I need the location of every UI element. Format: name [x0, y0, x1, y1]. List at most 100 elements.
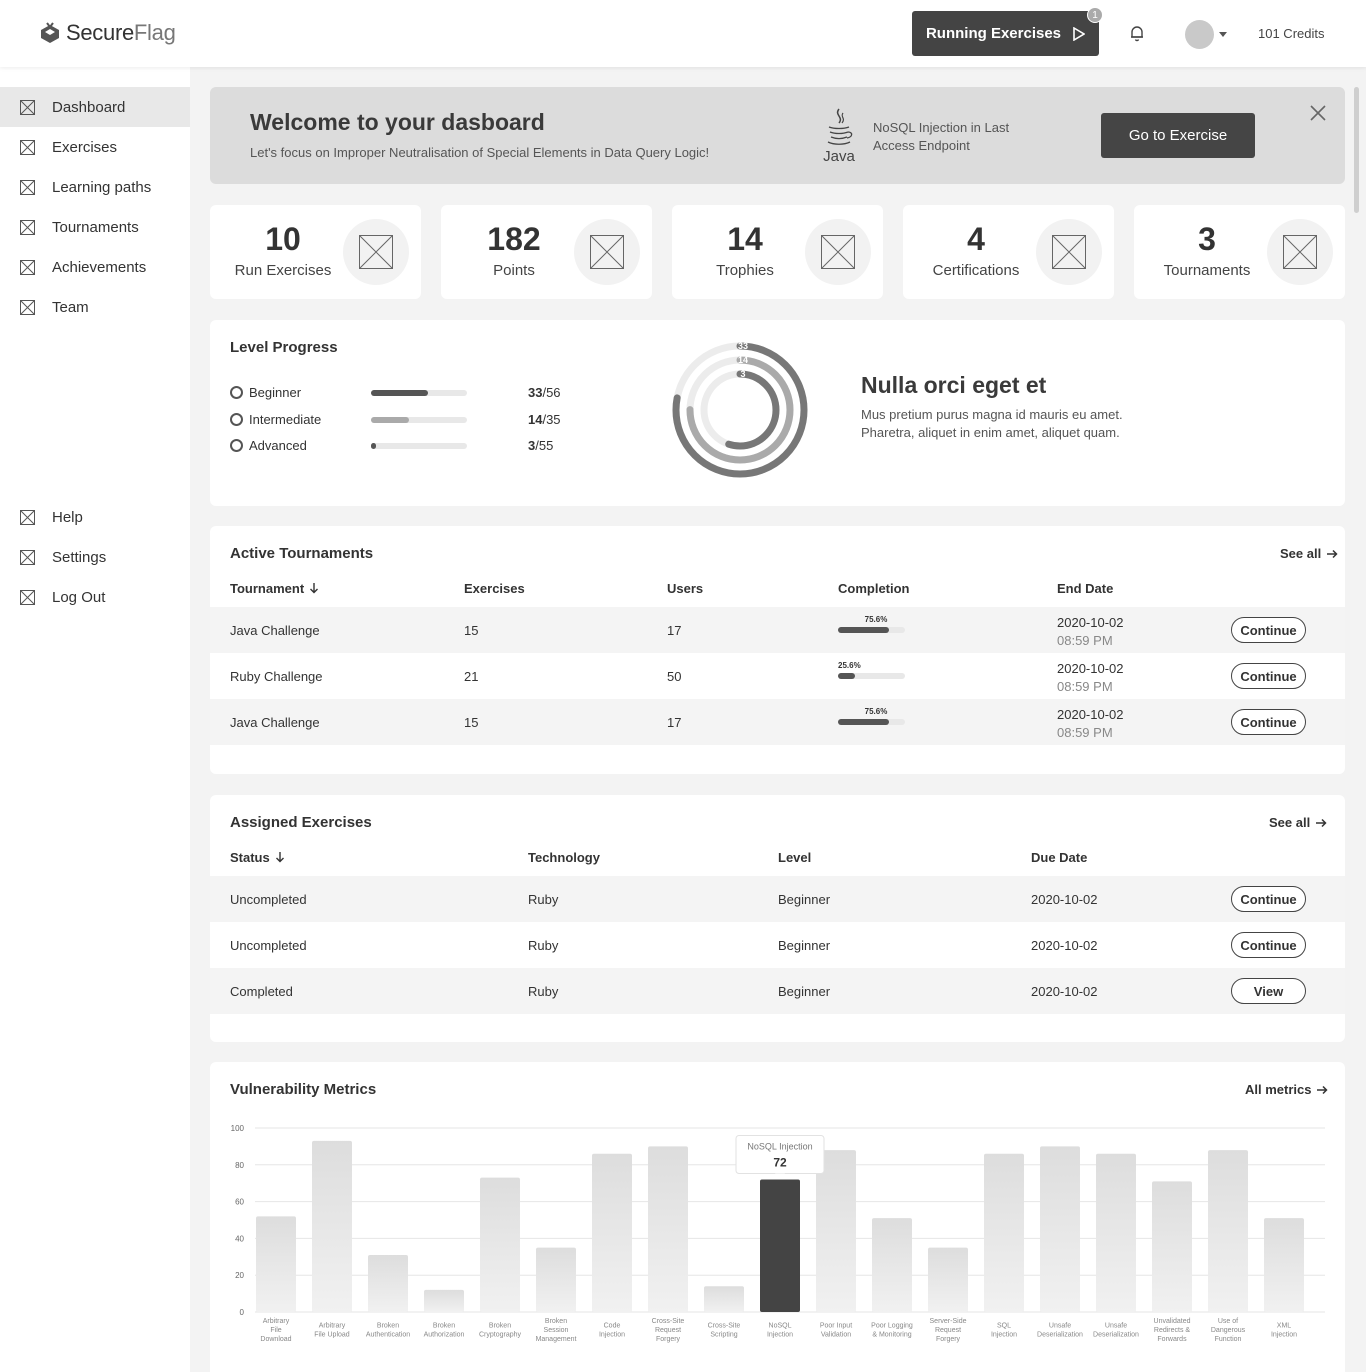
- chart-bar[interactable]: [312, 1140, 352, 1312]
- column-header-exercises: Exercises: [464, 581, 525, 596]
- column-header-tournament[interactable]: Tournament: [230, 581, 319, 596]
- column-header-status[interactable]: Status: [230, 850, 285, 865]
- sidebar-item-label: Achievements: [52, 258, 147, 276]
- chart-bar[interactable]: [984, 1153, 1024, 1312]
- running-exercises-button[interactable]: Running Exercises 1: [912, 7, 1103, 56]
- chart-bar[interactable]: [648, 1146, 688, 1312]
- running-count-badge: 1: [1087, 7, 1103, 23]
- radio-button[interactable]: [230, 439, 243, 452]
- stat-card-points: 182 Points: [441, 205, 652, 299]
- stat-image: [1267, 219, 1333, 285]
- arrow-right-icon: [1317, 1085, 1329, 1094]
- completion-label: 25.6%: [838, 661, 861, 670]
- close-icon[interactable]: [1310, 105, 1326, 121]
- chart-bar[interactable]: [1152, 1181, 1192, 1312]
- sidebar-item-learning-paths[interactable]: Learning paths: [0, 167, 190, 207]
- column-header-end-date: End Date: [1057, 581, 1114, 596]
- continue-button[interactable]: Continue: [1231, 886, 1306, 912]
- x-tick-label: Broken Authorization: [424, 1323, 465, 1339]
- sidebar-item-log-out[interactable]: Log Out: [0, 577, 190, 617]
- radio-button[interactable]: [230, 386, 243, 399]
- java-logo: Java: [823, 108, 855, 165]
- sidebar-item-dashboard[interactable]: Dashboard: [0, 87, 190, 127]
- scrollbar-thumb[interactable]: [1354, 87, 1359, 213]
- chevron-down-icon[interactable]: [1219, 32, 1227, 37]
- sidebar-item-settings[interactable]: Settings: [0, 537, 190, 577]
- due-date: 2020-10-02: [1031, 938, 1098, 953]
- sidebar-item-label: Learning paths: [52, 178, 152, 196]
- sidebar-item-achievements[interactable]: Achievements: [0, 247, 190, 287]
- avatar[interactable]: [1185, 20, 1214, 49]
- chart-bar[interactable]: [368, 1254, 408, 1312]
- stat-image: [574, 219, 640, 285]
- stat-label: Certifications: [932, 262, 1020, 279]
- completion-fill: [838, 719, 889, 725]
- level-name: Beginner: [249, 385, 302, 400]
- see-all-tournaments-link[interactable]: See all: [1280, 546, 1338, 561]
- stat-label: Trophies: [716, 262, 774, 279]
- placeholder-icon: [20, 509, 35, 525]
- due-date: 2020-10-02: [1031, 892, 1098, 907]
- arrow-right-icon: [1327, 549, 1338, 558]
- chart-bar[interactable]: [256, 1216, 296, 1312]
- level-row-advanced[interactable]: Advanced 3/55: [230, 437, 590, 455]
- image-placeholder-icon: [821, 235, 855, 269]
- table-row: Java Challenge 15 17 75.6% 2020-10-02 08:…: [210, 699, 1345, 745]
- chart-bar[interactable]: [760, 1179, 800, 1312]
- chart-bar[interactable]: [1208, 1150, 1248, 1312]
- sidebar-item-label: Log Out: [52, 588, 106, 606]
- chart-bar[interactable]: [872, 1218, 912, 1312]
- view-button[interactable]: View: [1231, 978, 1306, 1004]
- sidebar-item-tournaments[interactable]: Tournaments: [0, 207, 190, 247]
- x-tick-label: SQL Injection: [991, 1323, 1017, 1339]
- continue-button[interactable]: Continue: [1231, 709, 1306, 735]
- chart-bar[interactable]: [928, 1247, 968, 1312]
- tooltip-value: 72: [773, 1156, 787, 1170]
- sidebar-item-team[interactable]: Team: [0, 287, 190, 327]
- stat-value: 14: [727, 221, 763, 257]
- stat-value: 3: [1198, 221, 1216, 257]
- stat-card-trophies: 14 Trophies: [672, 205, 883, 299]
- end-date: 2020-10-02 08:59 PM: [1057, 707, 1124, 740]
- stat-label: Points: [493, 262, 535, 279]
- continue-button[interactable]: Continue: [1231, 932, 1306, 958]
- chart-bar[interactable]: [592, 1153, 632, 1312]
- stat-label: Run Exercises: [234, 262, 332, 279]
- technology: Ruby: [528, 938, 559, 953]
- continue-button[interactable]: Continue: [1231, 617, 1306, 643]
- continue-button[interactable]: Continue: [1231, 663, 1306, 689]
- tournament-name: Java Challenge: [230, 623, 320, 638]
- promo-text: Mus pretium purus magna id mauris eu ame…: [861, 407, 1123, 440]
- see-all-assigned-link[interactable]: See all: [1269, 815, 1327, 830]
- radio-button[interactable]: [230, 413, 243, 426]
- chart-bar[interactable]: [704, 1286, 744, 1312]
- level-row-intermediate[interactable]: Intermediate 14/35: [230, 411, 590, 429]
- level-progress-fill: [371, 417, 410, 423]
- stat-image: [1036, 219, 1102, 285]
- sidebar-item-exercises[interactable]: Exercises: [0, 127, 190, 167]
- x-tick-label: Cross-Site Scripting: [708, 1323, 741, 1339]
- chart-bar[interactable]: [1264, 1218, 1304, 1312]
- level-progress-card: Level Progress Beginner 33/56 Intermedia…: [210, 320, 1345, 506]
- bell-icon[interactable]: [1128, 24, 1146, 42]
- level-row-beginner[interactable]: Beginner 33/56: [230, 384, 590, 402]
- level: Beginner: [778, 938, 831, 953]
- x-tick-label: Cross-Site Request Forgery: [652, 1318, 685, 1343]
- chart-bar[interactable]: [1096, 1153, 1136, 1312]
- go-to-exercise-button[interactable]: Go to Exercise: [1101, 113, 1255, 158]
- all-metrics-link[interactable]: All metrics: [1245, 1082, 1329, 1097]
- placeholder-icon: [20, 549, 35, 565]
- play-icon: [1073, 26, 1086, 41]
- level-count: 33/56: [528, 385, 561, 400]
- chart-bar[interactable]: [424, 1289, 464, 1312]
- chart-bar[interactable]: [536, 1247, 576, 1312]
- chart-bar[interactable]: [1040, 1146, 1080, 1312]
- secureflag-logo[interactable]: SecureFlag: [38, 20, 176, 46]
- completion-label: 75.6%: [864, 707, 888, 716]
- column-header-technology: Technology: [528, 850, 600, 865]
- chart-bar[interactable]: [816, 1150, 856, 1312]
- sidebar-item-label: Settings: [52, 548, 107, 566]
- sidebar-item-help[interactable]: Help: [0, 497, 190, 537]
- see-all-label: See all: [1280, 546, 1322, 561]
- chart-bar[interactable]: [480, 1177, 520, 1312]
